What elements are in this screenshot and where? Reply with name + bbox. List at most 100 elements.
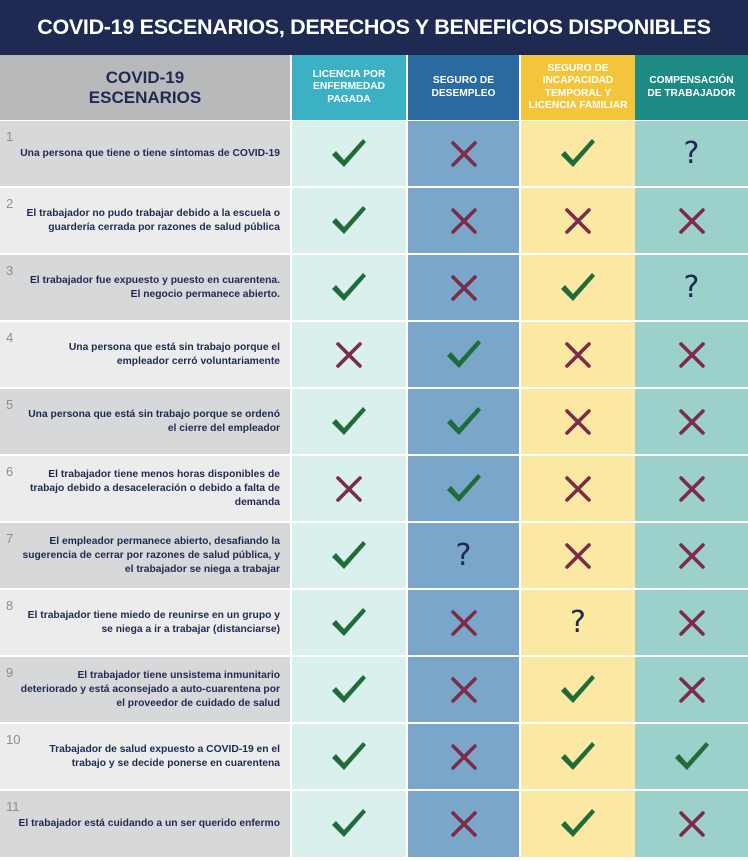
header-disability-family-leave: SEGURO DE INCAPACIDAD TEMPORAL Y LICENCI… xyxy=(521,55,635,121)
scenario-text: El trabajador tiene miedo de reunirse en… xyxy=(27,609,280,635)
scenarios-table: COVID-19 ESCENARIOS LICENCIA POR ENFERME… xyxy=(0,55,748,857)
cross-icon xyxy=(672,335,712,375)
cross-icon xyxy=(558,402,598,442)
cross-icon xyxy=(444,737,484,777)
cell-sick-leave xyxy=(292,523,408,590)
cell-disability-family-leave xyxy=(521,121,635,188)
check-icon xyxy=(329,803,369,843)
scenario-text: Una persona que está sin trabajo porque … xyxy=(28,408,280,434)
check-icon xyxy=(329,267,369,307)
cell-sick-leave xyxy=(292,456,408,523)
header-sick-leave: LICENCIA POR ENFERMEDAD PAGADA xyxy=(292,55,408,121)
scenario-number: 11 xyxy=(6,799,20,814)
cell-disability-family-leave xyxy=(521,322,635,389)
cell-sick-leave xyxy=(292,121,408,188)
table-row: 8 El trabajador tiene miedo de reunirse e… xyxy=(0,590,748,657)
cell-workers-comp xyxy=(635,188,748,255)
check-icon xyxy=(444,401,484,441)
cross-icon xyxy=(672,670,712,710)
scenario-text: Una persona que está sin trabajo porque … xyxy=(68,341,280,367)
scenario-text: El trabajador está cuidando a un ser que… xyxy=(18,818,281,829)
cross-icon xyxy=(672,469,712,509)
check-icon xyxy=(329,401,369,441)
cell-disability-family-leave xyxy=(521,791,635,857)
header-scenarios: COVID-19 ESCENARIOS xyxy=(0,55,292,121)
cell-disability-family-leave xyxy=(521,724,635,791)
cross-icon xyxy=(444,670,484,710)
scenario-number: 3 xyxy=(6,263,14,278)
check-icon xyxy=(672,736,712,776)
cell-workers-comp xyxy=(635,322,748,389)
cell-unemployment xyxy=(408,121,521,188)
check-icon xyxy=(558,669,598,709)
check-icon xyxy=(558,267,598,307)
scenario-text: Una persona que tiene o tiene síntomas d… xyxy=(20,147,280,159)
cell-unemployment xyxy=(408,389,521,456)
cell-disability-family-leave xyxy=(521,389,635,456)
page-title: COVID-19 ESCENARIOS, DERECHOS Y BENEFICI… xyxy=(0,0,748,55)
check-icon xyxy=(558,803,598,843)
scenario-number: 6 xyxy=(6,464,14,479)
cell-workers-comp xyxy=(635,389,748,456)
cross-icon xyxy=(672,603,712,643)
scenario-number: 10 xyxy=(6,732,21,747)
scenario-cell: 8 El trabajador tiene miedo de reunirse e… xyxy=(0,590,292,657)
check-icon xyxy=(444,468,484,508)
scenario-cell: 9 El trabajador tiene unsistema inmunitar… xyxy=(0,657,292,724)
cell-sick-leave xyxy=(292,724,408,791)
cell-unemployment xyxy=(408,322,521,389)
check-icon xyxy=(558,736,598,776)
cross-icon xyxy=(444,201,484,241)
scenario-cell: 11 El trabajador está cuidando a un ser q… xyxy=(0,791,292,857)
cell-disability-family-leave xyxy=(521,188,635,255)
scenario-text: El trabajador tiene unsistema inmunitari… xyxy=(20,669,280,709)
cell-disability-family-leave xyxy=(521,456,635,523)
scenario-number: 7 xyxy=(6,531,14,546)
check-icon xyxy=(329,602,369,642)
cell-sick-leave xyxy=(292,389,408,456)
check-icon xyxy=(329,669,369,709)
cell-disability-family-leave: ? xyxy=(521,590,635,657)
cell-workers-comp xyxy=(635,523,748,590)
table-row: 11 El trabajador está cuidando a un ser q… xyxy=(0,791,748,857)
scenario-number: 8 xyxy=(6,598,14,613)
scenario-number: 9 xyxy=(6,665,14,680)
scenario-text: El trabajador fue expuesto y puesto en c… xyxy=(29,274,280,300)
cell-workers-comp: ? xyxy=(635,255,748,322)
cell-workers-comp: ? xyxy=(635,121,748,188)
cross-icon xyxy=(672,402,712,442)
table-row: 1 Una persona que tiene o tiene síntomas … xyxy=(0,121,748,188)
table-row: 2 El trabajador no pudo trabajar debido a… xyxy=(0,188,748,255)
cross-icon xyxy=(444,268,484,308)
cell-sick-leave xyxy=(292,657,408,724)
table-header-row: COVID-19 ESCENARIOS LICENCIA POR ENFERME… xyxy=(0,55,748,121)
question-icon: ? xyxy=(570,604,586,640)
cross-icon xyxy=(444,134,484,174)
cell-sick-leave xyxy=(292,322,408,389)
cell-sick-leave xyxy=(292,255,408,322)
cell-unemployment: ? xyxy=(408,523,521,590)
cross-icon xyxy=(558,335,598,375)
scenario-number: 4 xyxy=(6,330,14,345)
cross-icon xyxy=(444,804,484,844)
cross-icon xyxy=(329,469,369,509)
scenario-text: Trabajador de salud expuesto a COVID-19 … xyxy=(49,743,280,769)
cell-workers-comp xyxy=(635,590,748,657)
cross-icon xyxy=(672,536,712,576)
scenario-cell: 3 El trabajador fue expuesto y puesto en … xyxy=(0,255,292,322)
check-icon xyxy=(329,133,369,173)
cell-unemployment xyxy=(408,791,521,857)
table-row: 5 Una persona que está sin trabajo porque… xyxy=(0,389,748,456)
scenario-cell: 2 El trabajador no pudo trabajar debido a… xyxy=(0,188,292,255)
header-workers-comp: COMPENSACIÓN DE TRABAJADOR xyxy=(635,55,748,121)
scenario-text: El empleador permanece abierto, desafian… xyxy=(22,535,280,575)
question-icon: ? xyxy=(683,269,700,305)
check-icon xyxy=(329,200,369,240)
scenario-cell: 10 Trabajador de salud expuesto a COVID-1… xyxy=(0,724,292,791)
question-icon: ? xyxy=(683,135,700,171)
cell-sick-leave xyxy=(292,590,408,657)
cross-icon xyxy=(444,603,484,643)
cross-icon xyxy=(558,201,598,241)
cross-icon xyxy=(558,469,598,509)
cell-disability-family-leave xyxy=(521,255,635,322)
